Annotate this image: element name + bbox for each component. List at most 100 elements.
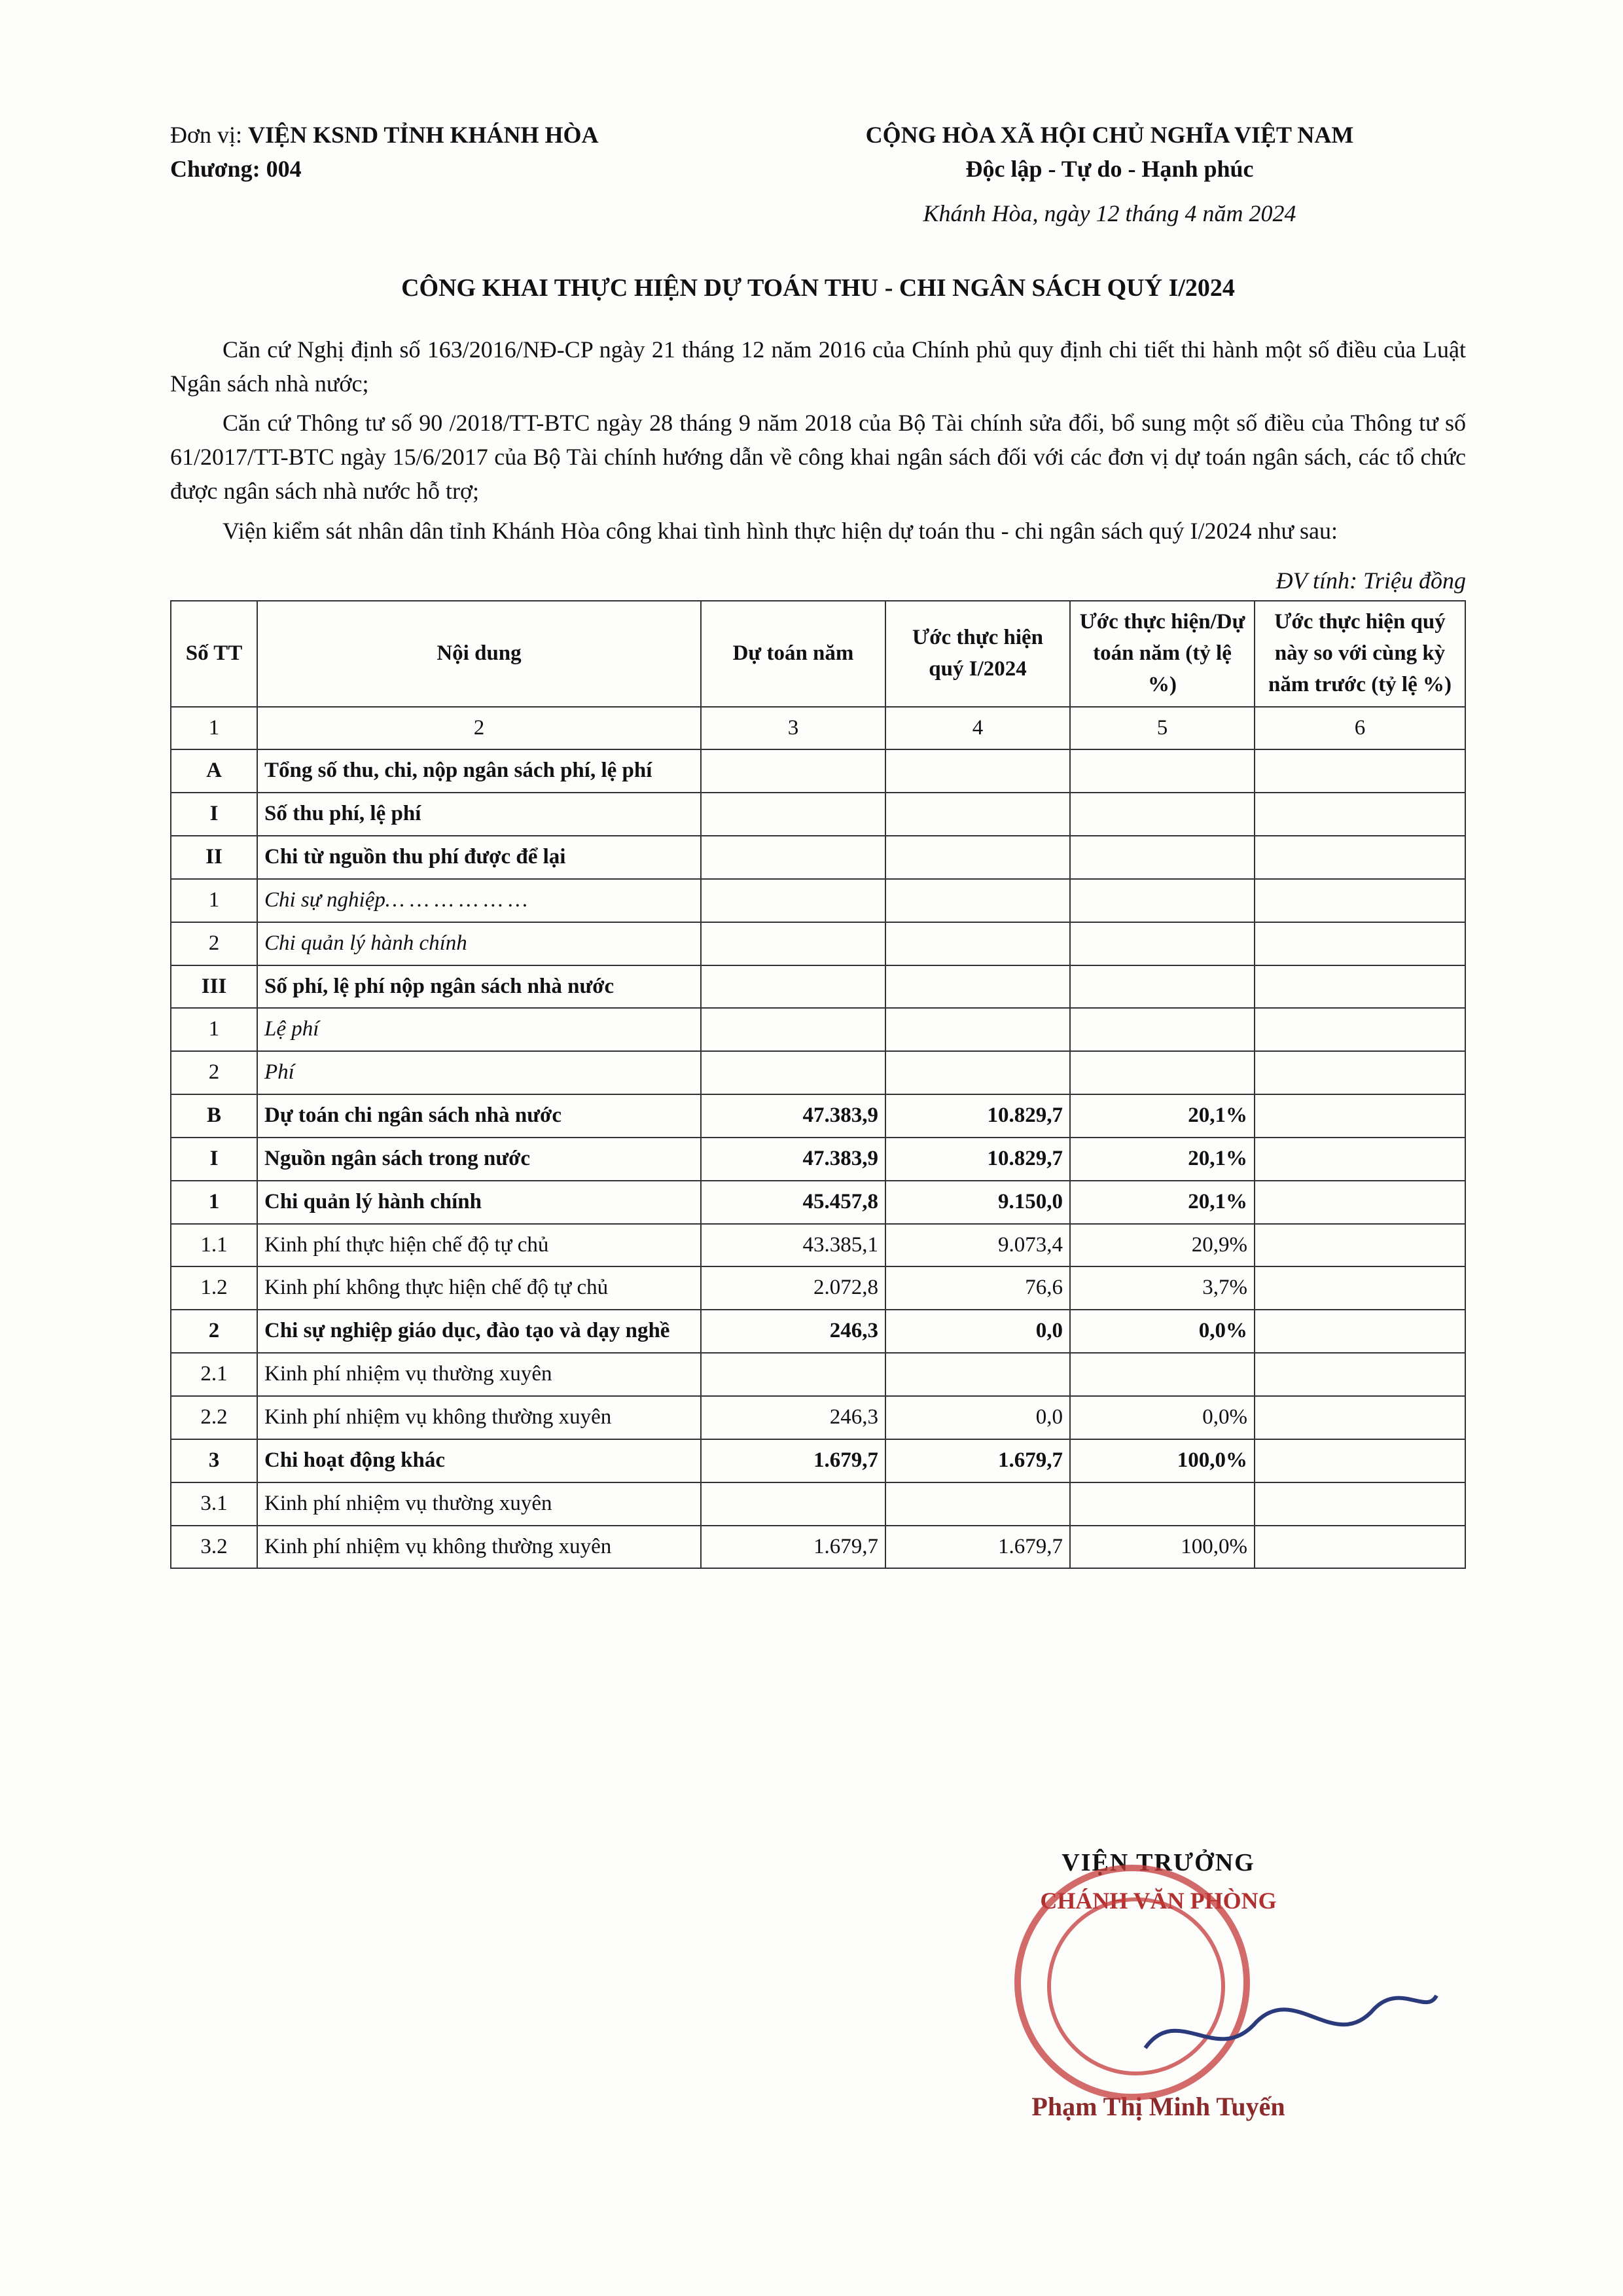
table-row: 1Lệ phí [171, 1008, 1465, 1051]
cell-tt: 2.2 [171, 1396, 257, 1439]
cell-c4 [885, 836, 1070, 879]
cell-name: Chi sự nghiệp… … … … … … [257, 879, 701, 922]
chapter-label: Chương: [170, 156, 260, 182]
cell-c4 [885, 965, 1070, 1009]
cell-name: Kinh phí nhiệm vụ thường xuyên [257, 1353, 701, 1396]
cell-name: Kinh phí không thực hiện chế độ tự chủ [257, 1266, 701, 1310]
table-row: ISố thu phí, lệ phí [171, 793, 1465, 836]
table-row: 3.2Kinh phí nhiệm vụ không thường xuyên1… [171, 1526, 1465, 1569]
cell-c4: 1.679,7 [885, 1439, 1070, 1482]
cell-c3 [701, 922, 885, 965]
cell-c3: 246,3 [701, 1310, 885, 1353]
motto-line: Độc lập - Tự do - Hạnh phúc [753, 152, 1466, 186]
cell-name: Nguồn ngân sách trong nước [257, 1138, 701, 1181]
cell-tt: 2.1 [171, 1353, 257, 1396]
cell-tt: 1 [171, 1181, 257, 1224]
table-row: 3Chi hoạt động khác1.679,71.679,7100,0% [171, 1439, 1465, 1482]
cell-c4: 0,0 [885, 1310, 1070, 1353]
cell-name: Chi sự nghiệp giáo dục, đào tạo và dạy n… [257, 1310, 701, 1353]
cell-c4: 76,6 [885, 1266, 1070, 1310]
cell-c5 [1070, 1051, 1255, 1094]
cell-tt: B [171, 1094, 257, 1138]
cell-c4 [885, 749, 1070, 793]
cell-tt: 1.1 [171, 1224, 257, 1267]
cell-c3: 45.457,8 [701, 1181, 885, 1224]
cell-name: Số thu phí, lệ phí [257, 793, 701, 836]
cell-c3 [701, 793, 885, 836]
cell-tt: 2 [171, 1310, 257, 1353]
cell-c5: 0,0% [1070, 1396, 1255, 1439]
table-row: ATổng số thu, chi, nộp ngân sách phí, lệ… [171, 749, 1465, 793]
cell-tt: 3.1 [171, 1482, 257, 1526]
cell-c5 [1070, 749, 1255, 793]
signature-block: VIỆN TRƯỞNG CHÁNH VĂN PHÒNG Phạm Thị Min… [864, 1845, 1453, 2126]
cell-c6 [1255, 1266, 1465, 1310]
cell-c3: 47.383,9 [701, 1094, 885, 1138]
cell-name: Dự toán chi ngân sách nhà nước [257, 1094, 701, 1138]
cell-c4: 10.829,7 [885, 1138, 1070, 1181]
cell-tt: A [171, 749, 257, 793]
cell-c6 [1255, 1008, 1465, 1051]
cell-c3 [701, 879, 885, 922]
header-left: Đơn vị: VIỆN KSND TỈNH KHÁNH HÒA Chương:… [170, 118, 753, 231]
table-row: IIChi từ nguồn thu phí được để lại [171, 836, 1465, 879]
numrow-4: 4 [885, 707, 1070, 750]
cell-name: Kinh phí nhiệm vụ thường xuyên [257, 1482, 701, 1526]
cell-c4 [885, 1353, 1070, 1396]
table-row: 2Chi sự nghiệp giáo dục, đào tạo và dạy … [171, 1310, 1465, 1353]
table-row: 2Phí [171, 1051, 1465, 1094]
cell-c4 [885, 1482, 1070, 1526]
paragraph-1: Căn cứ Nghị định số 163/2016/NĐ-CP ngày … [170, 332, 1466, 401]
cell-c4: 9.150,0 [885, 1181, 1070, 1224]
numrow-3: 3 [701, 707, 885, 750]
cell-c5: 20,1% [1070, 1094, 1255, 1138]
cell-c4 [885, 879, 1070, 922]
cell-c5 [1070, 1353, 1255, 1396]
signature-scribble-icon [1139, 1976, 1440, 2068]
cell-c6 [1255, 922, 1465, 965]
header-row: Đơn vị: VIỆN KSND TỈNH KHÁNH HÒA Chương:… [170, 118, 1466, 231]
chapter-line: Chương: 004 [170, 152, 753, 186]
cell-name: Kinh phí thực hiện chế độ tự chủ [257, 1224, 701, 1267]
cell-tt: 2 [171, 1051, 257, 1094]
table-row: IIISố phí, lệ phí nộp ngân sách nhà nước [171, 965, 1465, 1009]
cell-c6 [1255, 1526, 1465, 1569]
cell-tt: 1 [171, 879, 257, 922]
cell-c4 [885, 1008, 1070, 1051]
cell-c4: 1.679,7 [885, 1526, 1070, 1569]
cell-c4: 10.829,7 [885, 1094, 1070, 1138]
cell-c6 [1255, 1224, 1465, 1267]
country-line: CỘNG HÒA XÃ HỘI CHỦ NGHĨA VIỆT NAM [753, 118, 1466, 152]
cell-c5: 100,0% [1070, 1439, 1255, 1482]
cell-name: Kinh phí nhiệm vụ không thường xuyên [257, 1526, 701, 1569]
table-row: 1.2Kinh phí không thực hiện chế độ tự ch… [171, 1266, 1465, 1310]
cell-tt: 1.2 [171, 1266, 257, 1310]
cell-c4: 9.073,4 [885, 1224, 1070, 1267]
cell-c5: 20,1% [1070, 1138, 1255, 1181]
cell-c6 [1255, 1396, 1465, 1439]
cell-c3: 1.679,7 [701, 1439, 885, 1482]
cell-c3 [701, 836, 885, 879]
cell-name: Số phí, lệ phí nộp ngân sách nhà nước [257, 965, 701, 1009]
cell-name: Phí [257, 1051, 701, 1094]
cell-c4: 0,0 [885, 1396, 1070, 1439]
col-header-c6: Ước thực hiện quý này so với cùng kỳ năm… [1255, 601, 1465, 707]
cell-c5: 0,0% [1070, 1310, 1255, 1353]
table-row: 1Chi quản lý hành chính45.457,89.150,020… [171, 1181, 1465, 1224]
cell-name: Chi quản lý hành chính [257, 922, 701, 965]
cell-name: Chi quản lý hành chính [257, 1181, 701, 1224]
cell-tt: I [171, 793, 257, 836]
cell-tt: 1 [171, 1008, 257, 1051]
table-row: 1.1Kinh phí thực hiện chế độ tự chủ43.38… [171, 1224, 1465, 1267]
table-numrow: 1 2 3 4 5 6 [171, 707, 1465, 750]
cell-c6 [1255, 1051, 1465, 1094]
cell-c6 [1255, 836, 1465, 879]
cell-tt: 3 [171, 1439, 257, 1482]
cell-c5: 100,0% [1070, 1526, 1255, 1569]
cell-c6 [1255, 1439, 1465, 1482]
col-header-c4: Ước thực hiện quý I/2024 [885, 601, 1070, 707]
table-row: 3.1Kinh phí nhiệm vụ thường xuyên [171, 1482, 1465, 1526]
cell-c5 [1070, 1008, 1255, 1051]
cell-c3: 47.383,9 [701, 1138, 885, 1181]
col-header-tt: Số TT [171, 601, 257, 707]
